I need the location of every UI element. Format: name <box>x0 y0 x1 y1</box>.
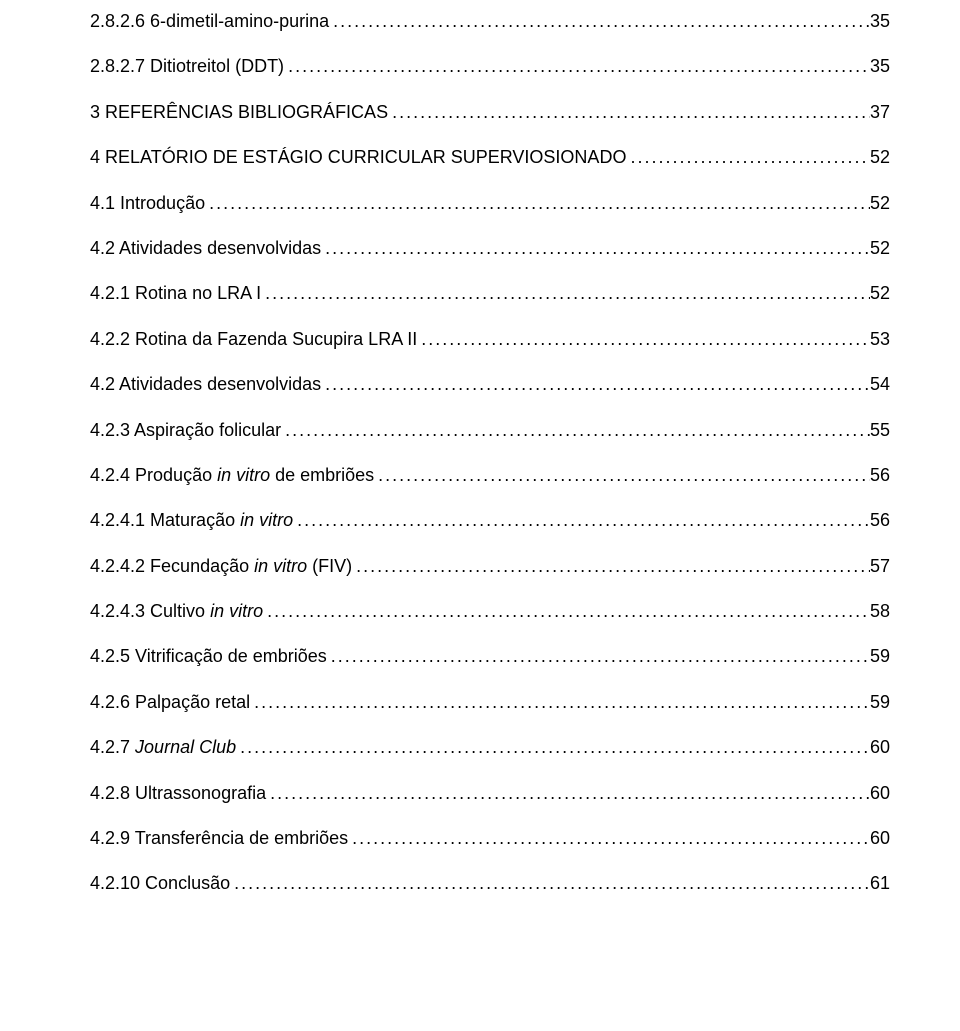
toc-entry: 4.2.2 Rotina da Fazenda Sucupira LRA II 5… <box>90 328 890 351</box>
toc-entry-label-italic: Journal Club <box>135 737 236 757</box>
toc-page-number: 52 <box>870 192 890 215</box>
toc-entry-label: 4.2.3 Aspiração folicular <box>90 419 281 442</box>
toc-leader-dots <box>263 600 870 623</box>
toc-entry: 2.8.2.6 6-dimetil-amino-purina 35 <box>90 10 890 33</box>
toc-leader-dots <box>327 645 870 668</box>
toc-leader-dots <box>230 872 870 895</box>
toc-page-number: 58 <box>870 600 890 623</box>
toc-page-number: 60 <box>870 736 890 759</box>
toc-page-number: 52 <box>870 282 890 305</box>
toc-page-number: 56 <box>870 464 890 487</box>
toc-entry: 4.2.1 Rotina no LRA I 52 <box>90 282 890 305</box>
toc-leader-dots <box>205 192 870 215</box>
toc-page-number: 52 <box>870 237 890 260</box>
toc-entry: 4.2.8 Ultrassonografia 60 <box>90 782 890 805</box>
toc-entry-label: 4.2.1 Rotina no LRA I <box>90 282 261 305</box>
toc-entry: 4 RELATÓRIO DE ESTÁGIO CURRICULAR SUPERV… <box>90 146 890 169</box>
toc-entry: 4.2 Atividades desenvolvidas 52 <box>90 237 890 260</box>
toc-entry: 4.1 Introdução 52 <box>90 192 890 215</box>
toc-leader-dots <box>348 827 870 850</box>
toc-entry: 4.2.3 Aspiração folicular 55 <box>90 419 890 442</box>
toc-entry-label: 4 RELATÓRIO DE ESTÁGIO CURRICULAR SUPERV… <box>90 146 626 169</box>
toc-entry-label: 4.2 Atividades desenvolvidas <box>90 237 321 260</box>
toc-entry-label: 3 REFERÊNCIAS BIBLIOGRÁFICAS <box>90 101 388 124</box>
toc-leader-dots <box>250 691 870 714</box>
toc-leader-dots <box>321 373 870 396</box>
toc-entry: 4.2.10 Conclusão 61 <box>90 872 890 895</box>
toc-entry: 4.2.4 Produção in vitro de embriões 56 <box>90 464 890 487</box>
toc-leader-dots <box>417 328 870 351</box>
toc-page-number: 59 <box>870 691 890 714</box>
toc-leader-dots <box>321 237 870 260</box>
toc-entry: 4.2.4.2 Fecundação in vitro (FIV) 57 <box>90 555 890 578</box>
toc-leader-dots <box>388 101 870 124</box>
toc-leader-dots <box>236 736 870 759</box>
toc-entry-label: 4.2.7 Journal Club <box>90 736 236 759</box>
toc-entry-label-pre: 4.2.4.1 Maturação <box>90 510 240 530</box>
toc-page-number: 61 <box>870 872 890 895</box>
toc-leader-dots <box>626 146 870 169</box>
toc-entry-label-italic: in vitro <box>217 465 270 485</box>
toc-page-number: 59 <box>870 645 890 668</box>
toc-entry-label: 4.2.4 Produção in vitro de embriões <box>90 464 374 487</box>
toc-entry: 3 REFERÊNCIAS BIBLIOGRÁFICAS 37 <box>90 101 890 124</box>
toc-page-number: 37 <box>870 101 890 124</box>
toc-entry-label: 4.2.9 Transferência de embriões <box>90 827 348 850</box>
toc-page-number: 52 <box>870 146 890 169</box>
toc-entry-label-pre: 4.2.7 <box>90 737 135 757</box>
toc-entry-label: 2.8.2.7 Ditiotreitol (DDT) <box>90 55 284 78</box>
toc-entry-label: 4.2.4.1 Maturação in vitro <box>90 509 293 532</box>
toc-entry-label: 4.2.4.3 Cultivo in vitro <box>90 600 263 623</box>
toc-entry: 4.2.6 Palpação retal 59 <box>90 691 890 714</box>
toc-entry-label-post: de embriões <box>270 465 374 485</box>
toc-page-number: 54 <box>870 373 890 396</box>
toc-entry-label: 4.2.6 Palpação retal <box>90 691 250 714</box>
toc-leader-dots <box>329 10 870 33</box>
toc-entry: 4.2.4.3 Cultivo in vitro 58 <box>90 600 890 623</box>
toc-entry-label-pre: 4.2.4.3 Cultivo <box>90 601 210 621</box>
toc-page-number: 57 <box>870 555 890 578</box>
toc-page-number: 53 <box>870 328 890 351</box>
toc-entry-label: 2.8.2.6 6-dimetil-amino-purina <box>90 10 329 33</box>
toc-entry: 4.2 Atividades desenvolvidas 54 <box>90 373 890 396</box>
toc-entry-label: 4.2.10 Conclusão <box>90 872 230 895</box>
toc-entry: 4.2.9 Transferência de embriões 60 <box>90 827 890 850</box>
toc-page-number: 56 <box>870 509 890 532</box>
toc-entry-label: 4.2.2 Rotina da Fazenda Sucupira LRA II <box>90 328 417 351</box>
toc-entry-label-pre: 4.2.4.2 Fecundação <box>90 556 254 576</box>
toc-entry: 2.8.2.7 Ditiotreitol (DDT) 35 <box>90 55 890 78</box>
toc-leader-dots <box>284 55 870 78</box>
toc-page-number: 35 <box>870 10 890 33</box>
toc-entry: 4.2.7 Journal Club 60 <box>90 736 890 759</box>
toc-entry-label: 4.2.5 Vitrificação de embriões <box>90 645 327 668</box>
toc-leader-dots <box>374 464 870 487</box>
toc-leader-dots <box>281 419 870 442</box>
toc-entry-label: 4.2.4.2 Fecundação in vitro (FIV) <box>90 555 352 578</box>
toc-leader-dots <box>293 509 870 532</box>
toc-page-number: 55 <box>870 419 890 442</box>
toc-entry-label: 4.1 Introdução <box>90 192 205 215</box>
toc-entry-label-post: (FIV) <box>307 556 352 576</box>
toc-page-number: 60 <box>870 827 890 850</box>
toc-entry-label: 4.2.8 Ultrassonografia <box>90 782 266 805</box>
toc-leader-dots <box>261 282 870 305</box>
toc-entry-label-italic: in vitro <box>254 556 307 576</box>
toc-page-number: 60 <box>870 782 890 805</box>
toc-entry-label-italic: in vitro <box>210 601 263 621</box>
toc-page-number: 35 <box>870 55 890 78</box>
toc-leader-dots <box>352 555 870 578</box>
toc-leader-dots <box>266 782 870 805</box>
toc-entry: 4.2.4.1 Maturação in vitro 56 <box>90 509 890 532</box>
toc-entry-label-italic: in vitro <box>240 510 293 530</box>
toc-entry-label: 4.2 Atividades desenvolvidas <box>90 373 321 396</box>
toc-entry-label-pre: 4.2.4 Produção <box>90 465 217 485</box>
table-of-contents: 2.8.2.6 6-dimetil-amino-purina352.8.2.7 … <box>90 10 890 896</box>
toc-entry: 4.2.5 Vitrificação de embriões 59 <box>90 645 890 668</box>
